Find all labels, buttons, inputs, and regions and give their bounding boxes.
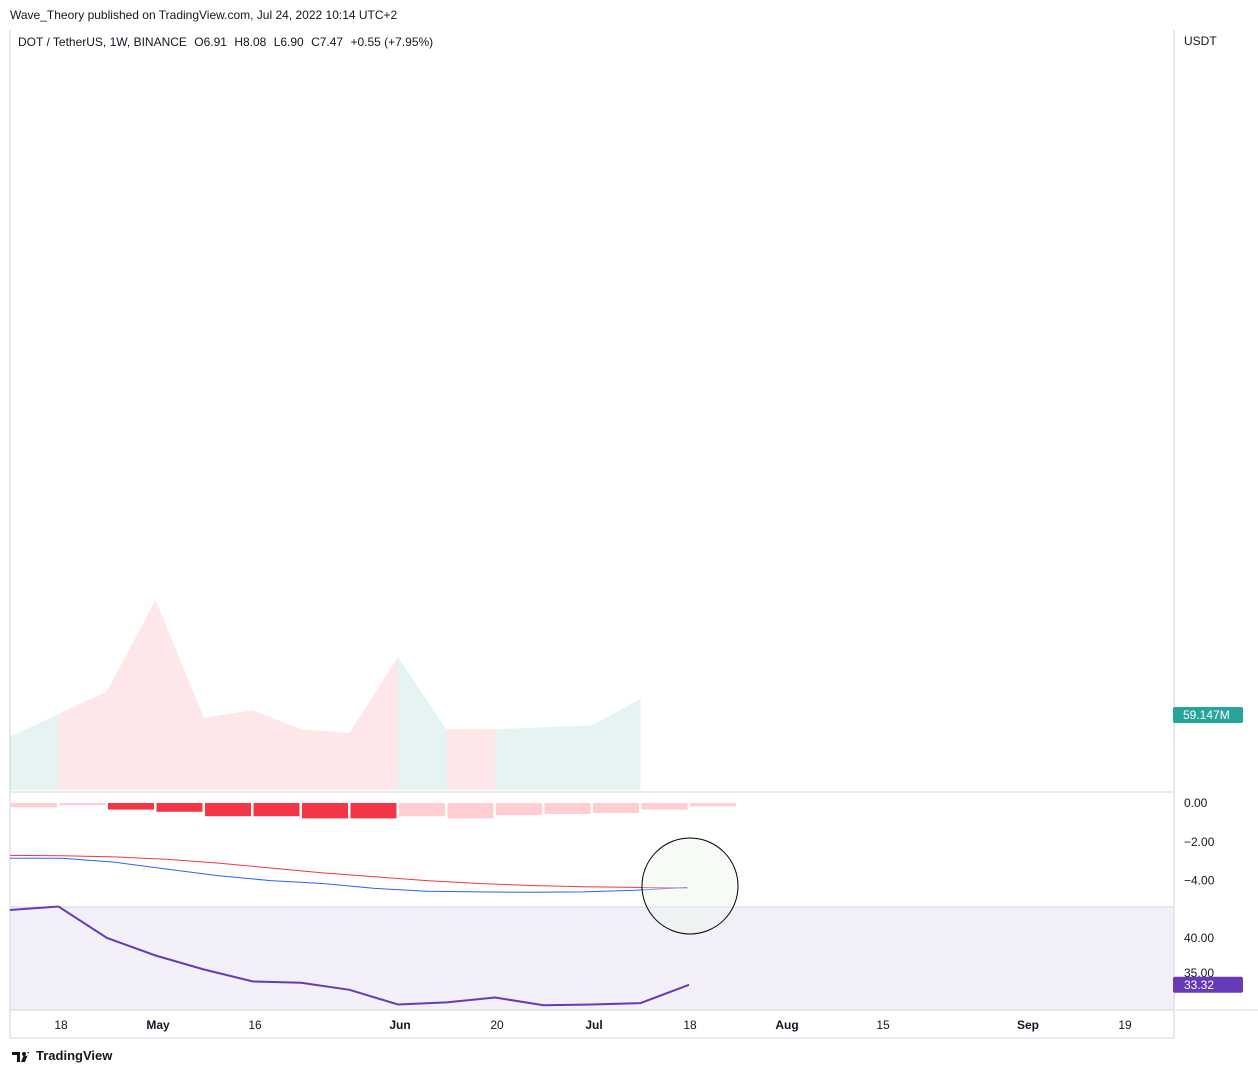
- symbol-title[interactable]: DOT / TetherUS, 1W, BINANCE: [18, 35, 187, 49]
- high-value: H8.08: [234, 35, 267, 49]
- symbol-legend: DOT / TetherUS, 1W, BINANCE O6.91 H8.08 …: [18, 35, 437, 49]
- time-tick: Jul: [585, 1018, 602, 1032]
- close-value: C7.47: [311, 35, 344, 49]
- macd-histogram-bar: [544, 803, 591, 814]
- rsi-badge: 33.32: [1184, 978, 1214, 992]
- volume-segment: [349, 657, 398, 790]
- volume-segment: [107, 600, 156, 790]
- volume-segment: [543, 725, 592, 790]
- macd-histogram-bar: [11, 803, 57, 808]
- axes: USDT12.5012.0011.5011.0010.5010.009.509.…: [54, 34, 1217, 1032]
- time-tick: Aug: [775, 1018, 798, 1032]
- volume-segment: [592, 698, 641, 790]
- rsi-tick: 35.00: [1184, 966, 1214, 980]
- low-value: L6.90: [273, 35, 304, 49]
- volume-segment: [10, 714, 59, 790]
- rsi-tick: 40.00: [1184, 931, 1214, 945]
- publish-info: Wave_Theory published on TradingView.com…: [10, 8, 398, 22]
- rsi-line: [9, 905, 690, 1007]
- time-tick: 19: [1118, 1018, 1132, 1032]
- currency-label: USDT: [1184, 34, 1217, 48]
- macd-pane: [9, 803, 739, 935]
- open-value: O6.91: [194, 35, 227, 49]
- time-tick: 16: [248, 1018, 262, 1032]
- macd-tick: −2.00: [1184, 835, 1215, 849]
- volume-segment: [252, 710, 301, 790]
- macd-histogram-bar: [399, 803, 445, 817]
- macd-tick: −4.00: [1184, 874, 1215, 888]
- macd-histogram-bar: [641, 803, 688, 810]
- tradingview-icon: [12, 1051, 29, 1062]
- time-tick: Sep: [1017, 1018, 1039, 1032]
- volume-segment: [301, 729, 350, 790]
- macd-histogram-bar: [59, 803, 106, 806]
- volume-segment: [155, 600, 204, 790]
- time-tick: 18: [683, 1018, 697, 1032]
- macd-tick: 0.00: [1184, 796, 1208, 810]
- time-tick: 20: [490, 1018, 504, 1032]
- macd-histogram-bar: [156, 803, 203, 812]
- macd-line: [10, 857, 688, 893]
- rsi-badge-bg: [1173, 976, 1243, 993]
- rsi-background: [10, 907, 1174, 1010]
- tradingview-logo: TradingView: [12, 1048, 112, 1063]
- time-tick: 15: [876, 1018, 890, 1032]
- volume-segment: [204, 710, 253, 790]
- macd-histogram-bar: [253, 803, 300, 817]
- macd-histogram-bar: [350, 803, 397, 819]
- macd-histogram-bar: [108, 803, 154, 810]
- macd-histogram-bar: [593, 803, 639, 813]
- volume-segment: [446, 729, 495, 790]
- volume-badge: 59.147M: [1183, 708, 1230, 722]
- macd-histogram-bar: [690, 803, 736, 807]
- time-tick: 18: [54, 1018, 68, 1032]
- rsi-pane: [9, 905, 690, 1007]
- change-value: +0.55 (+7.95%): [350, 35, 434, 49]
- time-tick: May: [146, 1018, 170, 1032]
- macd-histogram-bar: [302, 803, 348, 819]
- volume-series: [10, 600, 641, 790]
- volume-segment: [398, 657, 447, 790]
- price-badges: 6.806.27DOTUSDT7.4715:45:05Low6.0059.147…: [1173, 707, 1243, 993]
- pane-frames: [9, 30, 1258, 1039]
- macd-signal-line: [9, 854, 688, 889]
- macd-histogram-bar: [205, 803, 251, 817]
- footer-brand: TradingView: [36, 1048, 113, 1063]
- macd-histogram-bar: [447, 803, 494, 819]
- highlight-circle: [641, 837, 739, 935]
- volume-segment: [495, 727, 544, 790]
- time-tick: Jun: [389, 1018, 410, 1032]
- volume-segment: [58, 691, 107, 790]
- volume-badge-bg: [1173, 707, 1243, 723]
- macd-histogram-bar: [496, 803, 542, 816]
